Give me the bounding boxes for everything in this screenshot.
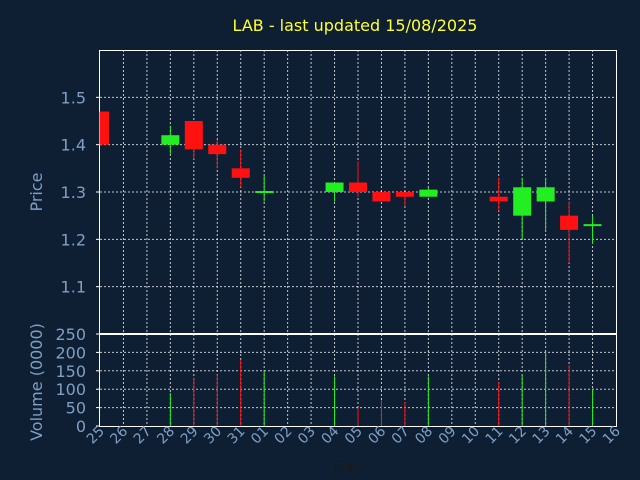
x-tick-label: 30 bbox=[201, 424, 225, 448]
x-ticks: 25 26 27 28 29 30 31 01 02 03 04 05 06 07 08 09 10 11 12 13… bbox=[84, 423, 624, 447]
candle-body bbox=[560, 215, 579, 230]
x-tick-label: 10 bbox=[459, 424, 483, 448]
candle-05 bbox=[349, 161, 367, 197]
x-tick-label: 02 bbox=[272, 424, 296, 448]
candle-body bbox=[419, 189, 438, 197]
candle-body bbox=[100, 111, 109, 145]
volume-tick-label: 100 bbox=[55, 380, 86, 399]
candle-body bbox=[513, 187, 532, 216]
candle-body bbox=[255, 191, 274, 193]
x-tick-label: 03 bbox=[295, 424, 319, 448]
x-tick-label: 13 bbox=[530, 424, 554, 448]
x-tick-label: 04 bbox=[318, 423, 342, 447]
x-tick-label: 25 bbox=[84, 424, 108, 448]
price-tick-label: 1.5 bbox=[61, 88, 86, 107]
volume-tick-label: 0 bbox=[76, 417, 86, 436]
x-tick-label: 09 bbox=[436, 424, 460, 448]
candle-14 bbox=[560, 201, 579, 263]
volume-bars bbox=[169, 352, 594, 426]
candle-30 bbox=[208, 139, 227, 169]
x-tick-label: 12 bbox=[506, 424, 530, 448]
price-tick-label: 1.4 bbox=[61, 136, 86, 155]
volume-tick-label: 150 bbox=[55, 362, 86, 381]
candle-15 bbox=[583, 215, 602, 245]
candle-body bbox=[161, 135, 180, 145]
candle-body bbox=[536, 187, 555, 202]
x-tick-label: 28 bbox=[154, 424, 178, 448]
chart-title: LAB - last updated 15/08/2025 bbox=[233, 16, 478, 35]
candle-body bbox=[583, 224, 602, 227]
price-tick-label: 1.3 bbox=[61, 183, 86, 202]
volume-tick-label: 200 bbox=[55, 343, 86, 362]
candle-04 bbox=[325, 182, 344, 202]
x-tick-label: 07 bbox=[389, 424, 413, 448]
price-tick-label: 1.2 bbox=[61, 230, 86, 249]
candle-06 bbox=[372, 192, 391, 202]
price-y-ticks: 1.1 1.2 1.3 1.4 1.5 bbox=[61, 88, 100, 297]
x-tick-label: 14 bbox=[553, 423, 577, 447]
volume-tick-label: 250 bbox=[55, 325, 86, 344]
x-tick-label: 11 bbox=[483, 424, 507, 448]
candle-29 bbox=[184, 121, 203, 159]
candle-body bbox=[349, 182, 367, 192]
x-axis-label: Day bbox=[333, 459, 361, 475]
candle-body bbox=[372, 192, 391, 202]
candle-07 bbox=[395, 192, 414, 207]
volume-tick-label: 50 bbox=[66, 399, 86, 418]
x-tick-label: 08 bbox=[412, 424, 436, 448]
candles bbox=[99, 111, 602, 263]
x-tick-label: 26 bbox=[107, 423, 131, 447]
price-panel: 1.1 1.2 1.3 1.4 1.5 Price bbox=[27, 50, 617, 334]
price-y-label: Price bbox=[27, 172, 46, 211]
candle-13 bbox=[536, 177, 555, 230]
candle-body bbox=[489, 196, 508, 202]
price-tick-label: 1.1 bbox=[61, 278, 86, 297]
candle-01 bbox=[255, 175, 274, 202]
candle-12 bbox=[513, 177, 532, 240]
candle-body bbox=[395, 192, 414, 197]
candle-body bbox=[325, 182, 344, 192]
candle-body bbox=[208, 144, 227, 155]
candle-body bbox=[184, 121, 203, 150]
x-tick-label: 27 bbox=[131, 424, 155, 448]
candle-31 bbox=[231, 149, 250, 188]
candle-28 bbox=[161, 125, 180, 155]
volume-y-label: Volume (0000) bbox=[27, 323, 46, 441]
x-tick-label: 29 bbox=[178, 424, 202, 448]
candle-body bbox=[231, 168, 250, 178]
x-tick-label: 01 bbox=[248, 424, 272, 448]
candle-25 bbox=[99, 111, 109, 145]
candle-08 bbox=[419, 187, 438, 197]
x-tick-label: 31 bbox=[225, 424, 249, 448]
x-tick-label: 05 bbox=[342, 424, 366, 448]
x-tick-label: 06 bbox=[365, 423, 389, 447]
x-tick-label: 16 bbox=[600, 423, 624, 447]
x-tick-label: 15 bbox=[576, 424, 600, 448]
candle-11 bbox=[489, 177, 508, 211]
